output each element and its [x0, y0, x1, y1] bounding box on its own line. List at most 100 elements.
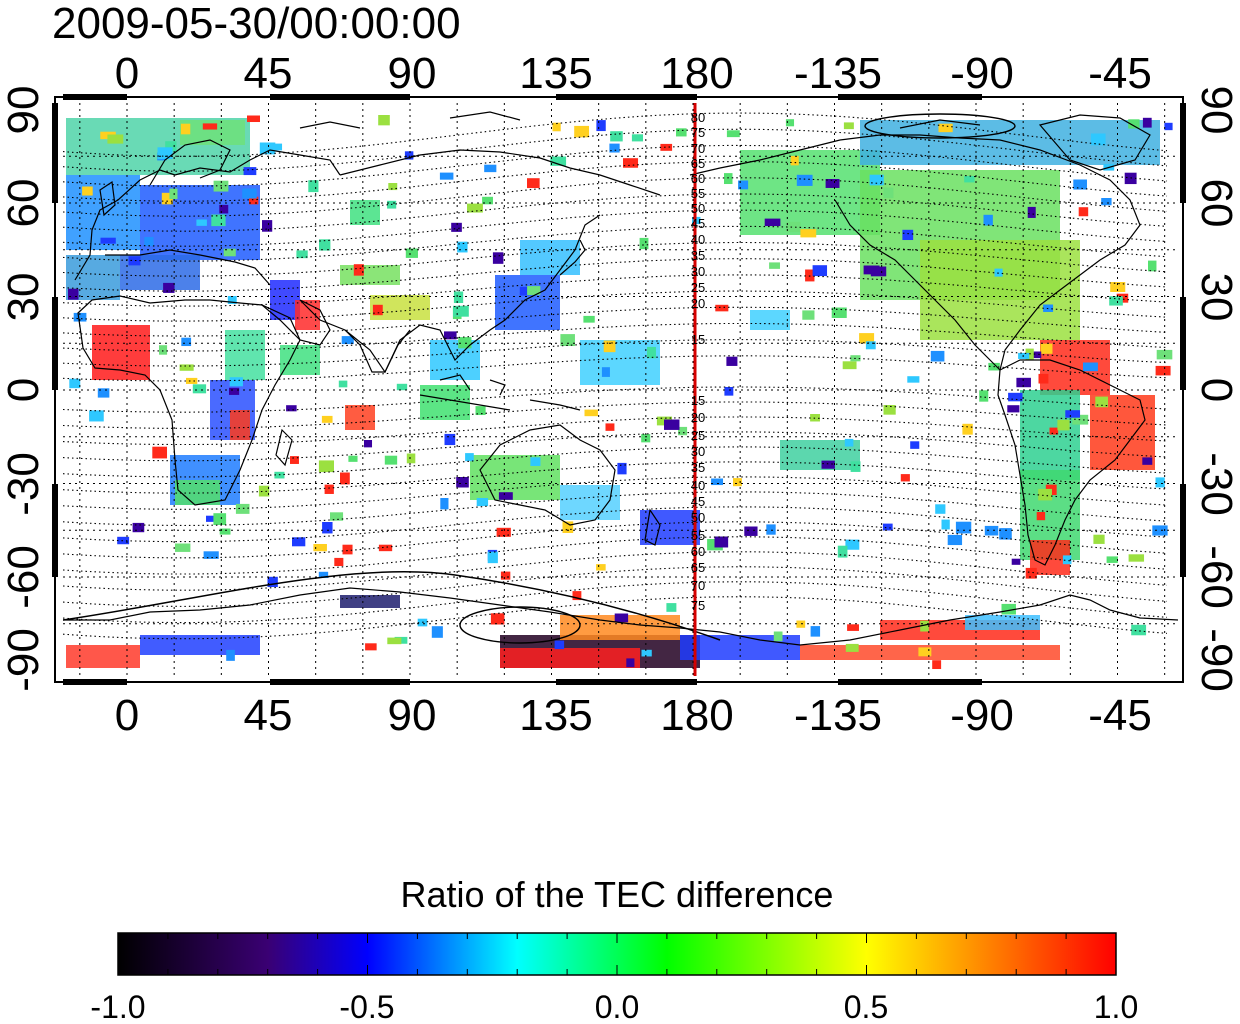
tec-speckle [786, 221, 801, 233]
tec-speckle [500, 571, 511, 580]
tec-speckle [196, 219, 207, 226]
tec-speckle [769, 262, 780, 269]
tec-speckle [192, 384, 207, 394]
magnetic-latitude-contours [63, 112, 1168, 640]
bottom-lon-label: 0 [115, 691, 139, 740]
tec-speckle [1101, 198, 1112, 206]
tec-patch [295, 300, 320, 330]
contour-label-north: 60 [691, 171, 705, 186]
tec-speckle [396, 383, 408, 391]
tec-speckle [724, 387, 734, 396]
tec-speckle [641, 434, 651, 443]
contour-label-south: 75 [691, 598, 705, 613]
tec-speckle [387, 637, 402, 645]
tec-speckle [1128, 119, 1140, 129]
frame-tick-right [1180, 484, 1186, 577]
magnetic-latitude-contour [63, 128, 1168, 172]
frame-tick-left [52, 297, 58, 390]
tec-speckle [456, 477, 469, 488]
tec-speckle [964, 176, 975, 183]
colorbar-tick-label: -1.0 [90, 989, 145, 1024]
tec-speckle [869, 174, 884, 186]
tec-speckle [378, 544, 393, 552]
tec-speckle [1038, 488, 1052, 501]
tec-speckle [334, 557, 344, 567]
tec-speckle [999, 528, 1012, 540]
contour-labels: 8075706560555045403530252015152025303540… [691, 110, 705, 613]
tec-speckle [1065, 410, 1081, 418]
tec-speckle [219, 204, 229, 214]
tec-speckle [128, 256, 141, 266]
left-lat-label: 30 [0, 273, 48, 322]
tec-speckle [850, 461, 861, 472]
tec-speckle [249, 196, 259, 205]
top-lon-label: -135 [794, 49, 882, 98]
contour-label-south: 45 [691, 494, 705, 509]
frame-tick-top [556, 94, 697, 100]
contour-label-south: 65 [691, 560, 705, 575]
tec-speckle [902, 229, 914, 241]
tec-speckle [152, 446, 168, 459]
bottom-lon-label: 45 [244, 691, 293, 740]
tec-speckle [1164, 122, 1173, 131]
tec-speckle [227, 296, 237, 304]
tec-speckle [342, 544, 353, 555]
tec-speckle [378, 115, 390, 126]
contour-label-south: 35 [691, 460, 705, 475]
tec-speckle [938, 123, 953, 133]
tec-speckle [603, 340, 616, 353]
bottom-lon-label: 180 [660, 691, 733, 740]
plot-area: 8075706560555045403530252015152025303540… [63, 103, 1178, 676]
tec-speckle [790, 155, 799, 166]
magnetic-latitude-contour [63, 596, 1168, 640]
tec-speckle [676, 128, 687, 137]
left-lat-label: 60 [0, 179, 48, 228]
contour-label-south: 55 [691, 528, 705, 543]
tec-speckle [609, 143, 620, 153]
south-magnetic-pole-contour [459, 606, 581, 644]
tec-speckle [157, 147, 173, 160]
tec-speckle [1083, 362, 1098, 372]
right-lat-label: 60 [1192, 179, 1240, 228]
tec-speckle [910, 441, 920, 449]
tec-speckle [364, 440, 373, 448]
coastline-arabia [261, 299, 331, 346]
tec-speckle [711, 478, 724, 486]
tec-speckle [527, 178, 540, 189]
tec-speckle [100, 237, 116, 244]
tec-speckle [467, 203, 483, 213]
frame-tick-top [270, 94, 410, 100]
tec-speckle [1073, 179, 1087, 190]
tec-patch [66, 645, 140, 668]
tec-patch [740, 150, 880, 235]
contour-label-north: 20 [691, 296, 705, 311]
tec-speckle [979, 390, 989, 402]
tec-speckle [444, 331, 457, 340]
tec-patch [920, 240, 1080, 340]
tec-speckle [519, 286, 535, 296]
tec-speckle [1001, 603, 1016, 615]
dip-equator-solid [63, 570, 721, 641]
tec-speckle [267, 143, 283, 151]
tec-speckle [842, 361, 857, 370]
tec-speckle [324, 484, 334, 494]
tec-speckle [530, 457, 541, 466]
tec-speckle [453, 305, 469, 317]
frame-tick-left [52, 103, 58, 203]
frame-tick-top [63, 94, 127, 100]
tec-speckle [439, 172, 454, 180]
tec-speckle [475, 406, 486, 416]
tec-speckle [715, 304, 729, 312]
coastline-antarctica [63, 587, 1178, 646]
contour-label-south: 25 [691, 428, 705, 443]
tec-speckle [341, 336, 354, 345]
colorbar-tick-label: 0.0 [595, 989, 639, 1024]
tec-speckle [117, 536, 130, 545]
tec-speckle [614, 613, 629, 623]
tec-speckle [1128, 554, 1145, 562]
contour-label-north: 35 [691, 248, 705, 263]
tec-speckle [490, 613, 505, 625]
tec-speckle [348, 455, 358, 462]
tec-patch [500, 648, 640, 668]
